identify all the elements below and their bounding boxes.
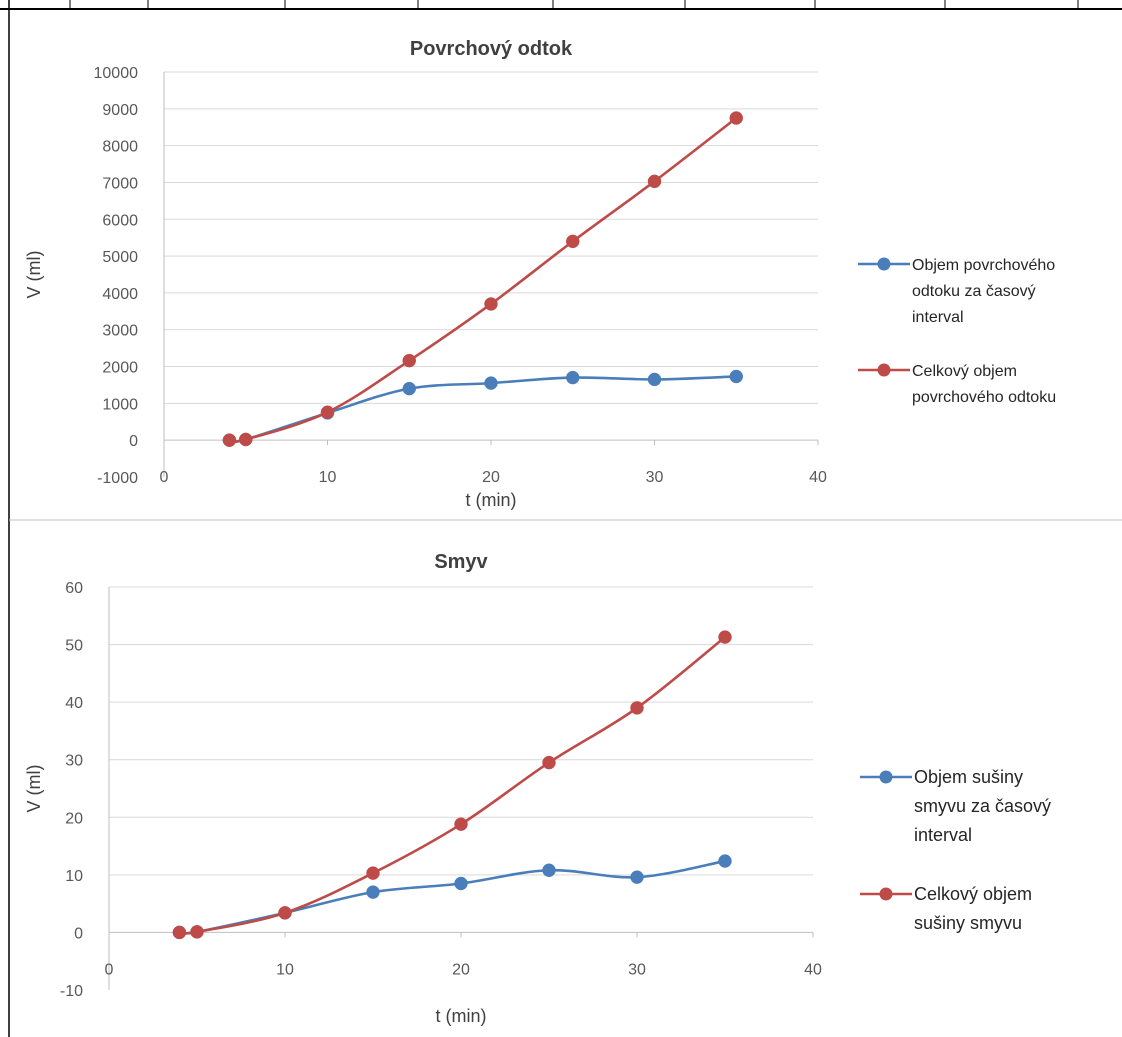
data-point-series-1 (729, 369, 743, 384)
legend-label: Celkový objem (914, 884, 1032, 904)
legend-marker (879, 770, 893, 784)
data-point-series-2 (190, 925, 204, 939)
y-tick-label: 20 (65, 810, 83, 827)
data-point-series-1 (647, 372, 662, 387)
data-point-series-2 (172, 925, 187, 940)
legend-entry-2: Celkový objem povrchového odtoku (858, 363, 1056, 406)
x-tick-label: 10 (319, 469, 337, 486)
data-point-series-1 (566, 370, 580, 385)
data-point-series-1 (402, 381, 416, 396)
x-tick-label: 40 (804, 961, 822, 978)
y-tick-label: 6000 (102, 212, 138, 229)
legend-entry-1: Objem povrchového odtoku za časový interva… (858, 257, 1055, 326)
legend-marker (877, 363, 891, 377)
y-tick-label: 50 (65, 638, 83, 655)
y-tick-label: 2000 (102, 360, 138, 377)
y-tick-label: 10 (65, 868, 83, 885)
legend-label: povrchového odtoku (912, 389, 1056, 406)
data-point-series-2 (320, 405, 335, 419)
series-line-2 (228, 116, 738, 443)
legend-entry-2: Celkový objem sušiny smyvu (860, 884, 1032, 933)
y-tick-label: 30 (65, 753, 83, 770)
data-point-series-2 (222, 433, 237, 447)
y-tick-label: 4000 (102, 286, 138, 303)
legend-label: Celkový objem (912, 363, 1017, 380)
series-line-1 (178, 859, 727, 935)
x-tick-label: 20 (452, 961, 470, 978)
y-tick-label: 3000 (102, 323, 138, 340)
x-tick-label: 10 (276, 961, 294, 978)
data-point-series-2 (542, 755, 556, 770)
data-point-series-1 (366, 885, 380, 899)
data-point-series-2 (239, 432, 253, 447)
data-point-series-2 (278, 906, 292, 920)
legend-label: interval (914, 825, 972, 845)
legend-label: interval (912, 309, 964, 326)
x-tick-label: 0 (105, 961, 114, 978)
y-tick-label: -1000 (97, 470, 138, 487)
legend-label: sušiny smyvu (914, 913, 1022, 933)
x-axis-title: t (min) (436, 1006, 487, 1026)
x-tick-label: 30 (646, 469, 664, 486)
data-point-series-1 (454, 876, 468, 891)
legend-label: smyvu za časový (914, 796, 1051, 816)
data-point-series-2 (366, 866, 380, 880)
y-tick-label: -10 (60, 983, 83, 1000)
data-point-series-2 (484, 297, 498, 311)
y-tick-label: 60 (65, 580, 83, 597)
chart-smyv: 0 10 20 30 40 -10 0 10 20 30 40 50 60 Smyv t (min) V (m… (24, 551, 1051, 1026)
y-tick-label: 0 (74, 925, 83, 942)
x-tick-label: 20 (482, 469, 500, 486)
x-tick-label: 30 (628, 961, 646, 978)
data-point-series-2 (729, 111, 743, 125)
data-point-series-2 (630, 701, 644, 715)
y-tick-label: 10000 (94, 65, 139, 82)
x-tick-label: 0 (160, 469, 169, 486)
data-point-series-1 (630, 870, 644, 884)
data-point-series-1 (718, 854, 732, 868)
data-point-series-2 (647, 174, 662, 189)
y-tick-label: 7000 (102, 175, 138, 192)
x-tick-label: 40 (809, 469, 827, 486)
chart-title: Povrchový odtok (410, 38, 573, 60)
y-axis-title: V (ml) (24, 251, 44, 299)
series-line-2 (178, 635, 727, 935)
data-point-series-2 (454, 817, 468, 831)
chart-title: Smyv (434, 551, 488, 573)
y-tick-label: 9000 (102, 102, 138, 119)
data-point-series-2 (718, 630, 732, 644)
legend-marker (877, 257, 891, 271)
y-tick-label: 8000 (102, 139, 138, 156)
y-tick-label: 5000 (102, 249, 138, 266)
y-tick-label: 0 (129, 433, 138, 450)
legend-entry-1: Objem sušiny smyvu za časový interval (860, 767, 1051, 845)
legend-label: odtoku za časový (912, 283, 1036, 300)
y-tick-label: 40 (65, 695, 83, 712)
data-point-series-2 (566, 234, 580, 249)
y-axis-title: V (ml) (24, 765, 44, 813)
legend-label: Objem sušiny (914, 767, 1023, 787)
legend-label: Objem povrchového (912, 257, 1055, 274)
data-point-series-1 (484, 376, 498, 390)
series-line-1 (228, 375, 738, 443)
y-tick-label: 1000 (102, 396, 138, 413)
legend-marker (879, 887, 893, 901)
chart-povrchovy-odtok: 0 10 20 30 40 -1000 0 1000 2000 3000 4000 5000 6000 7… (24, 38, 1056, 510)
data-point-series-1 (542, 863, 556, 878)
data-point-series-2 (402, 353, 416, 368)
x-axis-title: t (min) (466, 490, 517, 510)
